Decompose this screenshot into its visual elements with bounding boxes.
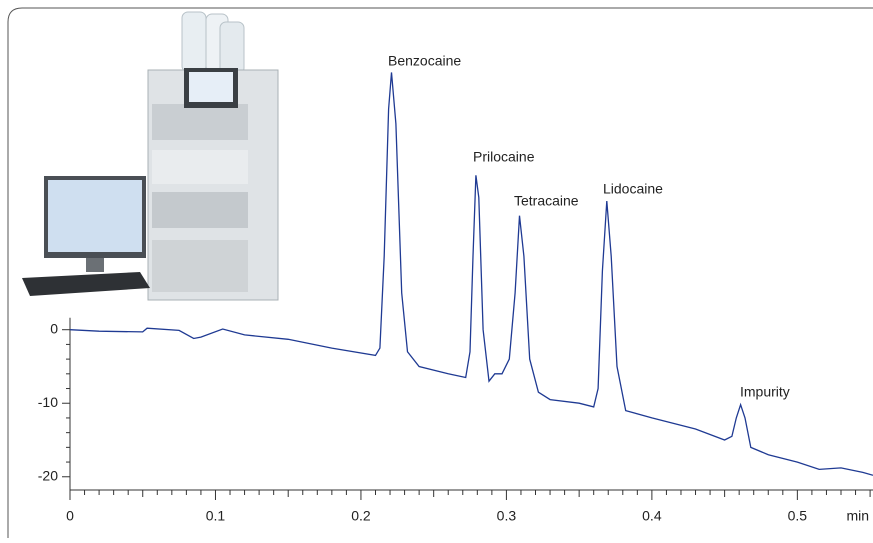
chromatogram-line (69, 72, 873, 476)
x-tick-label: 0.2 (351, 508, 371, 524)
y-tick-label: -10 (38, 394, 58, 410)
frame (7, 7, 873, 538)
peak-label: Impurity (740, 384, 790, 400)
peak-label: Tetracaine (514, 193, 579, 209)
x-tick-label: 0.1 (206, 508, 226, 524)
x-axis-label: min (846, 508, 869, 524)
x-tick-label: 0 (66, 508, 74, 524)
y-tick-label: 0 (50, 320, 58, 336)
instrument-illustration (22, 11, 279, 301)
y-tick-label: -20 (38, 467, 58, 483)
x-tick-label: 0.4 (642, 508, 662, 524)
peak-label: Benzocaine (388, 53, 461, 69)
x-tick-label: 0.3 (497, 508, 517, 524)
peak-label: Lidocaine (603, 181, 663, 197)
x-tick-label: 0.5 (788, 508, 808, 524)
peak-label: Prilocaine (473, 149, 535, 165)
